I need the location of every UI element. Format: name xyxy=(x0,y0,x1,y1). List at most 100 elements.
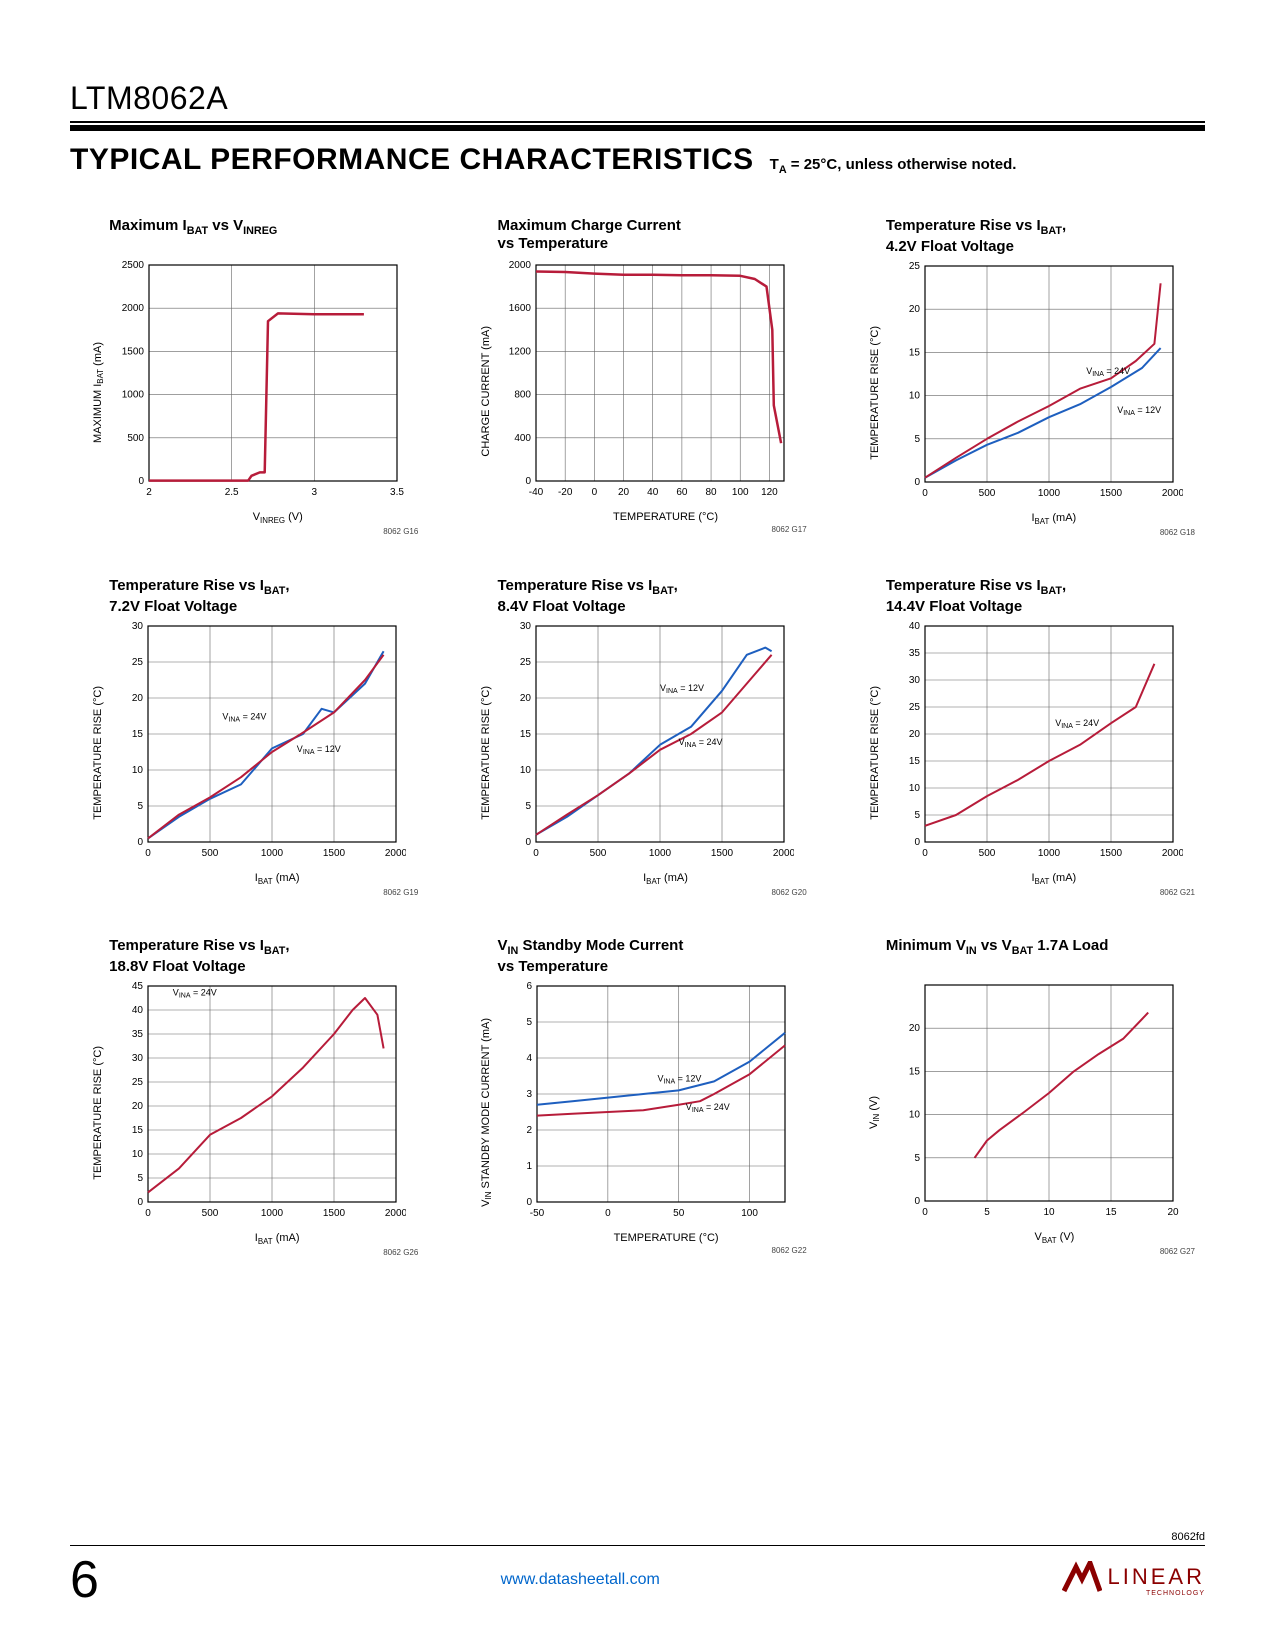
svg-text:25: 25 xyxy=(909,261,921,272)
chart-title: Temperature Rise vs IBAT,4.2V Float Volt… xyxy=(886,217,1166,256)
svg-text:5: 5 xyxy=(138,1173,144,1184)
chart-g20: Temperature Rise vs IBAT,8.4V Float Volt… xyxy=(458,577,816,897)
chart-title: Temperature Rise vs IBAT,14.4V Float Vol… xyxy=(886,577,1166,616)
chart-ylabel: VIN STANDBY MODE CURRENT (mA) xyxy=(480,1018,493,1207)
svg-text:50: 50 xyxy=(673,1208,685,1219)
chart-xlabel: IBAT (mA) xyxy=(148,1232,406,1246)
chart-title: Temperature Rise vs IBAT,18.8V Float Vol… xyxy=(109,937,389,976)
svg-text:800: 800 xyxy=(515,390,532,401)
svg-text:1600: 1600 xyxy=(509,303,532,314)
divider-thin xyxy=(70,121,1205,123)
svg-text:40: 40 xyxy=(648,487,660,498)
svg-text:10: 10 xyxy=(1044,1207,1056,1218)
chart-figure-label: 8062 G16 xyxy=(70,527,428,536)
svg-text:2000: 2000 xyxy=(509,260,532,271)
svg-text:1500: 1500 xyxy=(1100,848,1123,859)
svg-text:3: 3 xyxy=(311,487,317,498)
svg-text:5: 5 xyxy=(914,810,920,821)
chart-figure-label: 8062 G18 xyxy=(847,528,1205,537)
svg-text:6: 6 xyxy=(527,981,533,992)
svg-text:1500: 1500 xyxy=(323,848,346,859)
chart-plot: -40-200204060801001200400800120016002000 xyxy=(494,259,794,509)
svg-text:5: 5 xyxy=(527,1017,533,1028)
chart-plot: 22.533.505001000150020002500 xyxy=(107,259,407,509)
svg-text:10: 10 xyxy=(909,1110,921,1121)
chart-title: Minimum VIN vs VBAT 1.7A Load xyxy=(886,937,1166,975)
chart-figure-label: 8062 G17 xyxy=(458,525,816,534)
chart-title: Temperature Rise vs IBAT,7.2V Float Volt… xyxy=(109,577,389,616)
svg-text:30: 30 xyxy=(909,675,921,686)
svg-text:400: 400 xyxy=(515,433,532,444)
svg-text:-40: -40 xyxy=(529,487,544,498)
svg-text:1500: 1500 xyxy=(1100,488,1123,499)
svg-text:2.5: 2.5 xyxy=(224,487,238,498)
svg-text:15: 15 xyxy=(520,729,532,740)
svg-text:500: 500 xyxy=(978,488,995,499)
chart-xlabel: IBAT (mA) xyxy=(925,512,1183,526)
chart-title: VIN Standby Mode Currentvs Temperature xyxy=(497,937,777,976)
chart-g19: Temperature Rise vs IBAT,7.2V Float Volt… xyxy=(70,577,428,897)
svg-text:0: 0 xyxy=(922,848,928,859)
svg-text:VINA = 12V: VINA = 12V xyxy=(660,683,704,695)
section-header: TYPICAL PERFORMANCE CHARACTERISTICS TA =… xyxy=(70,143,1205,177)
svg-text:2: 2 xyxy=(527,1125,533,1136)
svg-text:1000: 1000 xyxy=(122,390,145,401)
chart-xlabel: TEMPERATURE (°C) xyxy=(536,511,794,523)
svg-text:2000: 2000 xyxy=(1162,488,1183,499)
logo-icon xyxy=(1062,1561,1102,1599)
svg-text:0: 0 xyxy=(914,837,920,848)
footer-link[interactable]: www.datasheetall.com xyxy=(501,1571,660,1589)
chart-plot: 05001000150020000510152025VINA = 12VVINA… xyxy=(883,260,1183,510)
svg-text:1000: 1000 xyxy=(1038,488,1061,499)
chart-plot: -500501000123456VINA = 12VVINA = 24V xyxy=(495,980,795,1230)
svg-text:-20: -20 xyxy=(558,487,573,498)
svg-text:2000: 2000 xyxy=(773,848,794,859)
page-number: 6 xyxy=(70,1550,99,1610)
svg-text:0: 0 xyxy=(138,837,144,848)
svg-text:10: 10 xyxy=(909,391,921,402)
footer-divider xyxy=(70,1545,1205,1546)
svg-text:1200: 1200 xyxy=(509,346,532,357)
svg-text:15: 15 xyxy=(909,1067,921,1078)
svg-text:20: 20 xyxy=(520,693,532,704)
svg-text:0: 0 xyxy=(526,476,532,487)
svg-text:0: 0 xyxy=(592,487,598,498)
svg-text:2500: 2500 xyxy=(122,260,145,271)
chart-ylabel: TEMPERATURE RISE (°C) xyxy=(92,1046,104,1180)
chart-g27: Minimum VIN vs VBAT 1.7A LoadVIN (V)0510… xyxy=(847,937,1205,1257)
divider-thick xyxy=(70,125,1205,131)
svg-text:500: 500 xyxy=(202,848,219,859)
svg-text:500: 500 xyxy=(202,1208,219,1219)
chart-xlabel: IBAT (mA) xyxy=(536,872,794,886)
svg-text:10: 10 xyxy=(132,1149,144,1160)
chart-xlabel: TEMPERATURE (°C) xyxy=(537,1232,795,1244)
chart-g21: Temperature Rise vs IBAT,14.4V Float Vol… xyxy=(847,577,1205,897)
svg-text:35: 35 xyxy=(909,648,921,659)
section-title: TYPICAL PERFORMANCE CHARACTERISTICS xyxy=(70,143,754,177)
charts-grid: Maximum IBAT vs VINREGMAXIMUM IBAT (mA)2… xyxy=(70,217,1205,1257)
svg-text:120: 120 xyxy=(762,487,779,498)
chart-figure-label: 8062 G20 xyxy=(458,888,816,897)
svg-text:20: 20 xyxy=(909,1023,921,1034)
svg-text:30: 30 xyxy=(132,1053,144,1064)
svg-text:2000: 2000 xyxy=(1162,848,1183,859)
svg-text:0: 0 xyxy=(526,837,532,848)
chart-ylabel: TEMPERATURE RISE (°C) xyxy=(869,686,881,820)
svg-text:1500: 1500 xyxy=(122,346,145,357)
svg-text:2000: 2000 xyxy=(385,1208,406,1219)
svg-text:-50: -50 xyxy=(530,1208,545,1219)
svg-text:0: 0 xyxy=(915,1196,921,1207)
svg-text:20: 20 xyxy=(909,729,921,740)
chart-figure-label: 8062 G21 xyxy=(847,888,1205,897)
svg-text:VINA = 24V: VINA = 24V xyxy=(223,712,267,724)
chart-xlabel: VINREG (V) xyxy=(149,511,407,525)
svg-text:10: 10 xyxy=(909,783,921,794)
chart-figure-label: 8062 G26 xyxy=(70,1248,428,1257)
svg-text:2000: 2000 xyxy=(385,848,406,859)
svg-text:VINA = 12V: VINA = 12V xyxy=(1117,405,1161,417)
chart-xlabel: IBAT (mA) xyxy=(148,872,406,886)
svg-text:10: 10 xyxy=(520,765,532,776)
chart-plot: 0500100015002000051015202530VINA = 12VVI… xyxy=(494,620,794,870)
svg-text:2: 2 xyxy=(146,487,152,498)
chart-plot: 0510152005101520 xyxy=(883,979,1183,1229)
